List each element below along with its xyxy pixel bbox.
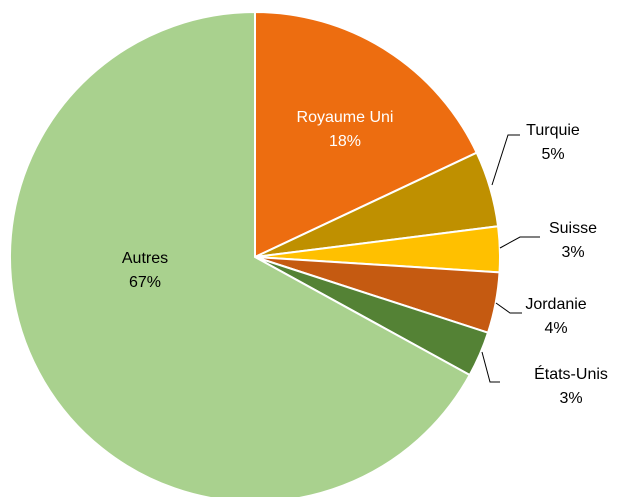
slice-value: 5% [541,146,564,163]
slice-value: 3% [561,244,584,261]
slice-name: Jordanie [525,296,586,313]
pie-slice [254,10,479,259]
leader-lines [481,134,540,383]
leader-line [491,134,520,186]
pie-slice [9,10,472,497]
leader-line [495,302,522,314]
slice-name: États-Unis [534,364,608,383]
slice-name: Royaume Uni [297,109,394,126]
slice-name: Autres [122,250,168,267]
labels: Royaume Uni 18% Turquie 5% Suisse 3% Jordanie 4… [122,109,608,407]
slice-value: 67% [129,274,161,291]
slices [9,10,501,497]
slice-value: 4% [544,320,567,337]
slice-value: 18% [329,133,361,150]
leader-line [499,236,540,249]
leader-line [481,351,500,383]
slice-name: Turquie [526,122,580,139]
slice-name: Suisse [549,220,597,237]
slice-value: 3% [559,390,582,407]
